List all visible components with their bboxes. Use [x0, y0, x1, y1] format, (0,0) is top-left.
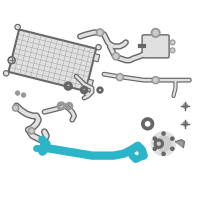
Circle shape — [16, 26, 19, 28]
Circle shape — [96, 29, 104, 36]
Circle shape — [15, 24, 20, 30]
Circle shape — [171, 49, 174, 52]
Circle shape — [153, 137, 156, 140]
Circle shape — [22, 93, 26, 97]
Polygon shape — [175, 140, 184, 148]
Circle shape — [183, 103, 188, 109]
Circle shape — [151, 28, 160, 37]
Circle shape — [14, 106, 17, 110]
Circle shape — [152, 132, 175, 156]
Circle shape — [112, 53, 119, 60]
Circle shape — [156, 136, 171, 151]
Circle shape — [98, 30, 102, 34]
Circle shape — [12, 105, 19, 111]
Circle shape — [116, 74, 123, 81]
Circle shape — [162, 132, 165, 135]
Circle shape — [28, 128, 35, 134]
Circle shape — [114, 54, 118, 58]
Circle shape — [153, 147, 156, 150]
Circle shape — [97, 46, 100, 49]
Circle shape — [118, 75, 122, 79]
Circle shape — [171, 41, 174, 44]
Circle shape — [154, 78, 158, 82]
FancyBboxPatch shape — [87, 79, 93, 87]
Circle shape — [8, 57, 15, 64]
Circle shape — [4, 71, 9, 76]
Circle shape — [96, 45, 101, 50]
Circle shape — [170, 40, 175, 45]
Circle shape — [170, 48, 175, 53]
Circle shape — [5, 72, 7, 75]
Circle shape — [152, 77, 159, 84]
Circle shape — [10, 58, 14, 62]
Circle shape — [162, 152, 165, 155]
Circle shape — [30, 129, 33, 132]
Circle shape — [86, 92, 88, 95]
Bar — [9, 29, 96, 91]
FancyBboxPatch shape — [142, 35, 169, 58]
Circle shape — [183, 121, 188, 126]
Circle shape — [84, 91, 90, 96]
Circle shape — [171, 137, 174, 140]
Circle shape — [171, 147, 174, 150]
FancyBboxPatch shape — [93, 54, 100, 62]
Circle shape — [153, 30, 158, 35]
Circle shape — [16, 91, 20, 95]
